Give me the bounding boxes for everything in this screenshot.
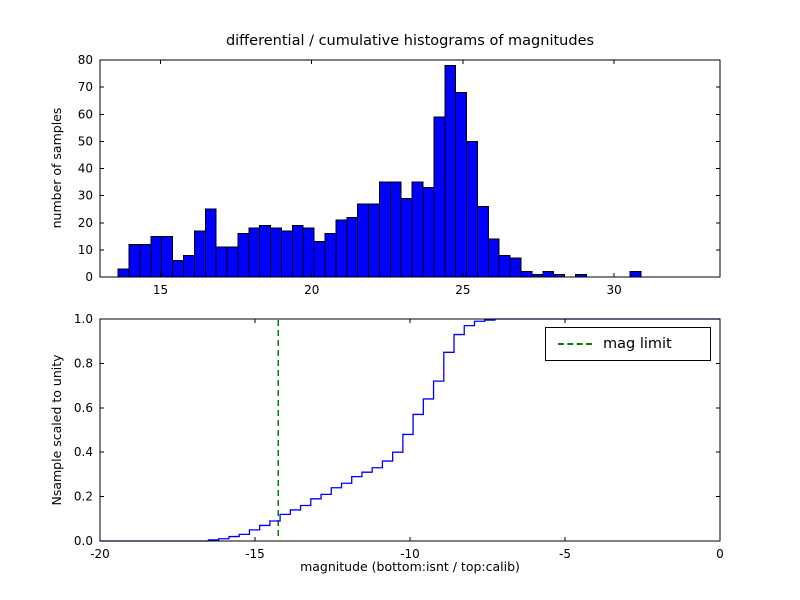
svg-text:60: 60 (78, 107, 93, 121)
svg-text:0.8: 0.8 (74, 356, 93, 370)
svg-text:1.0: 1.0 (74, 312, 93, 326)
svg-text:20: 20 (78, 216, 93, 230)
svg-text:0.4: 0.4 (74, 445, 93, 459)
svg-text:0.0: 0.0 (74, 534, 93, 548)
svg-text:50: 50 (78, 134, 93, 148)
svg-text:0: 0 (716, 547, 724, 561)
svg-text:30: 30 (78, 189, 93, 203)
svg-text:0: 0 (85, 270, 93, 284)
mag-limit-line-sample-icon (558, 343, 592, 345)
svg-text:0.2: 0.2 (74, 490, 93, 504)
svg-text:-5: -5 (559, 547, 571, 561)
svg-text:20: 20 (304, 283, 319, 297)
legend-label: mag limit (603, 336, 672, 352)
legend: mag limit (545, 327, 711, 361)
svg-text:40: 40 (78, 162, 93, 176)
svg-text:70: 70 (78, 80, 93, 94)
svg-text:15: 15 (153, 283, 168, 297)
x-axis-label: magnitude (bottom:isnt / top:calib) (300, 559, 520, 574)
svg-text:-15: -15 (245, 547, 265, 561)
svg-text:-10: -10 (400, 547, 420, 561)
figure-title: differential / cumulative histograms of … (225, 33, 595, 49)
svg-text:0.6: 0.6 (74, 401, 93, 415)
svg-text:30: 30 (607, 283, 622, 297)
svg-text:80: 80 (78, 53, 93, 67)
svg-text:-20: -20 (90, 547, 110, 561)
svg-text:25: 25 (455, 283, 470, 297)
svg-text:10: 10 (78, 243, 93, 257)
